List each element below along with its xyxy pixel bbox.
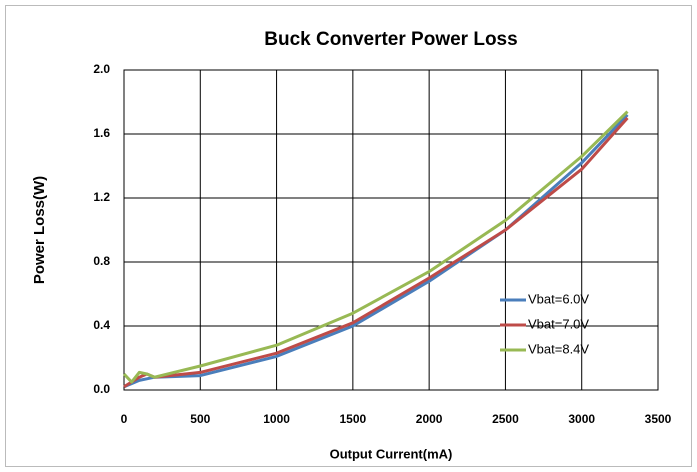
y-tick-label: 1.6 (93, 126, 110, 140)
x-tick-label: 1000 (263, 412, 290, 426)
chart-title: Buck Converter Power Loss (264, 29, 517, 50)
legend-label: Vbat=6.0V (528, 291, 589, 306)
y-tick-label: 2.0 (93, 62, 110, 76)
x-tick-label: 2500 (492, 412, 519, 426)
y-tick-label: 0.8 (93, 254, 110, 268)
x-tick-label: 3500 (645, 412, 672, 426)
x-tick-label: 1500 (340, 412, 367, 426)
x-tick-label: 3000 (568, 412, 595, 426)
x-tick-label: 500 (190, 412, 210, 426)
x-axis-label: Output Current(mA) (330, 446, 453, 461)
y-tick-label: 0.0 (93, 382, 110, 396)
legend-label: Vbat=8.4V (528, 341, 589, 356)
x-tick-label: 2000 (416, 412, 443, 426)
x-tick-label: 0 (121, 412, 128, 426)
y-tick-label: 0.4 (93, 318, 110, 332)
series-line (122, 110, 629, 384)
y-tick-label: 1.2 (93, 190, 110, 204)
y-axis-label: Power Loss(W) (31, 176, 48, 284)
plot-frame (123, 69, 659, 391)
legend-label: Vbat=7.0V (528, 316, 589, 331)
series-line (123, 117, 629, 389)
